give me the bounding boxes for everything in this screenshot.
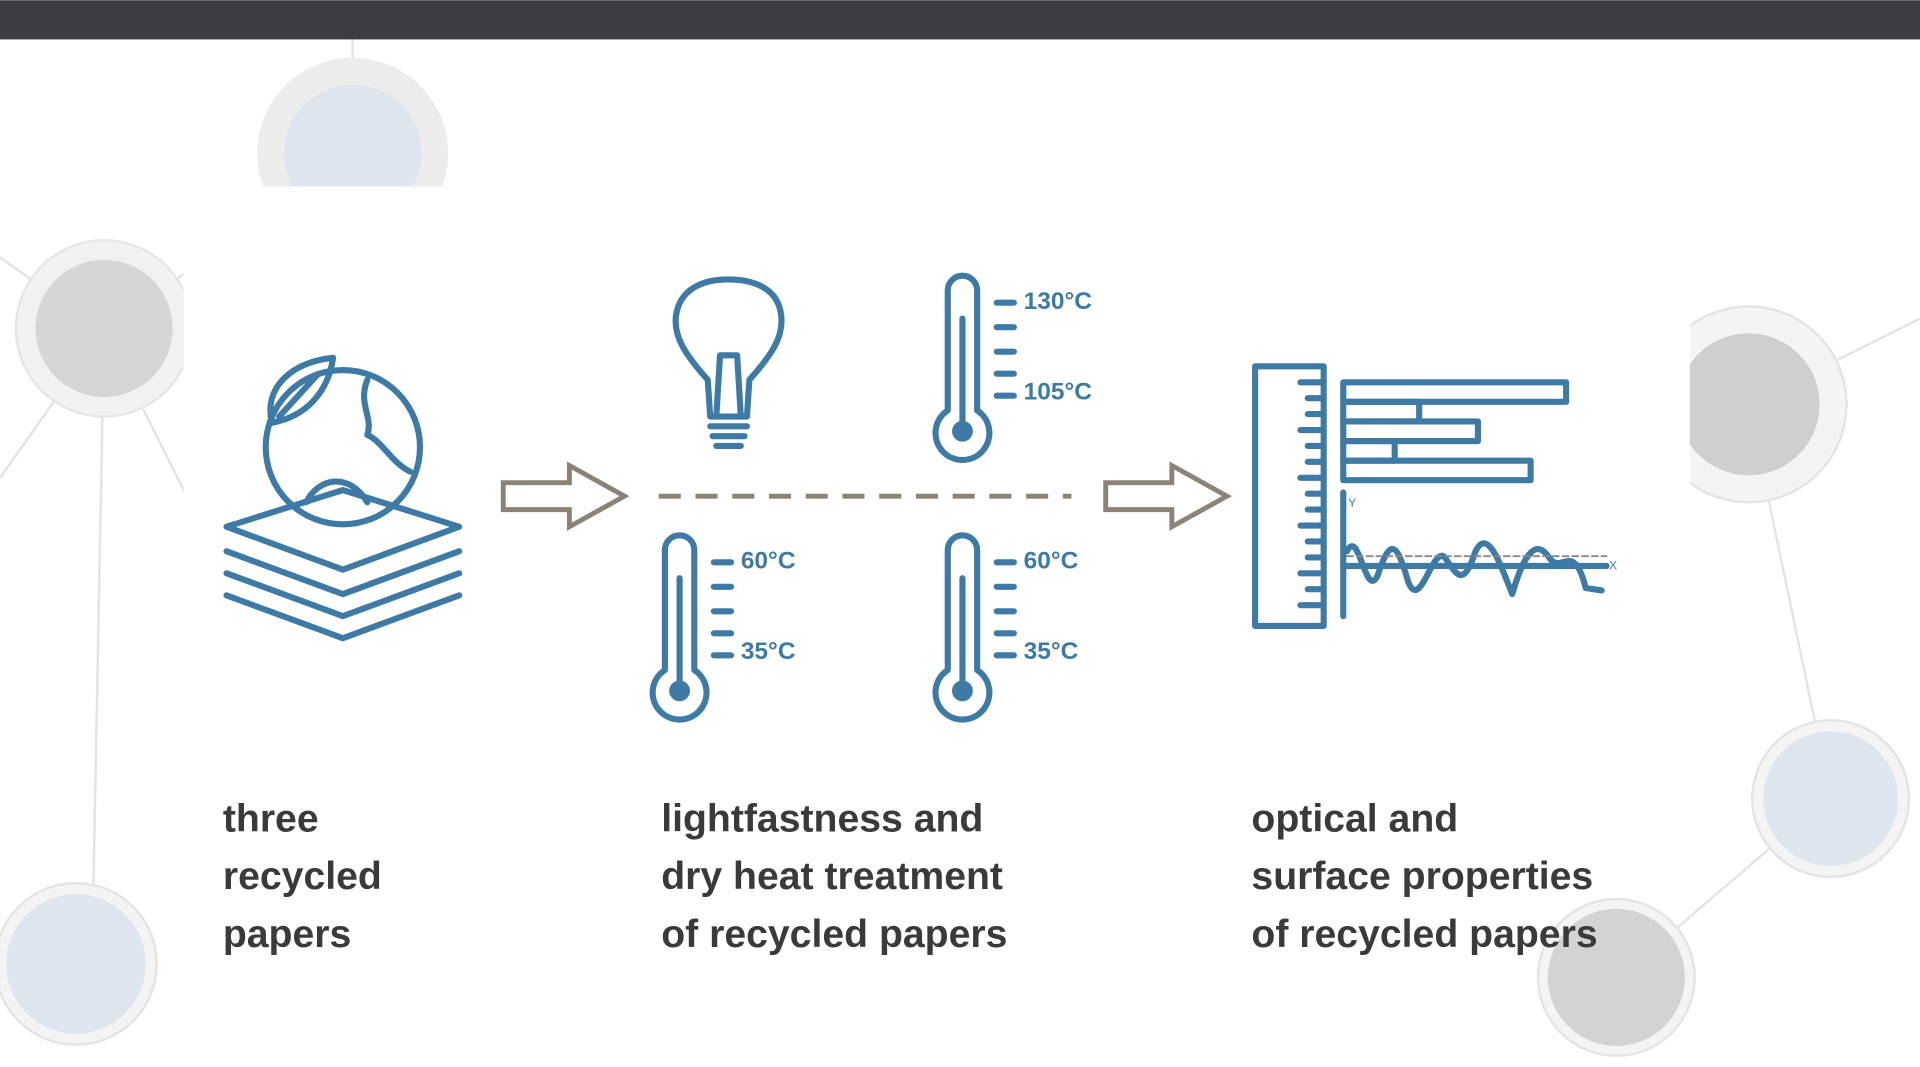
temperature-low: 35°C (741, 638, 796, 665)
step-label: lightfastness and (661, 798, 983, 841)
step-label: dry heat treatment (661, 855, 1003, 898)
thermometer-bulb (955, 424, 970, 439)
temperature-low: 105°C (1024, 378, 1092, 405)
step-label: of recycled papers (661, 913, 1007, 956)
thermometer-bulb (672, 684, 687, 699)
step-label: three (223, 798, 319, 841)
temperature-high: 130°C (1024, 288, 1092, 315)
diagram: Y X 60°C 35°C 60°C 35°C 130°C 105°C three recy… (0, 0, 1920, 1067)
step-label: optical and (1251, 798, 1458, 841)
step-label: recycled (223, 855, 382, 898)
step-label: surface properties (1251, 855, 1593, 898)
top-bar (0, 0, 1920, 39)
thermometer-bulb (955, 684, 970, 699)
axis-label-x: X (1609, 559, 1617, 573)
temperature-high: 60°C (741, 547, 796, 574)
step-label: papers (223, 913, 351, 956)
temperature-high: 60°C (1024, 547, 1079, 574)
temperature-low: 35°C (1024, 638, 1079, 665)
axis-label-y: Y (1348, 496, 1356, 510)
step-label: of recycled papers (1251, 913, 1597, 956)
page: Y X 60°C 35°C 60°C 35°C 130°C 105°C three recy… (0, 0, 1920, 1067)
